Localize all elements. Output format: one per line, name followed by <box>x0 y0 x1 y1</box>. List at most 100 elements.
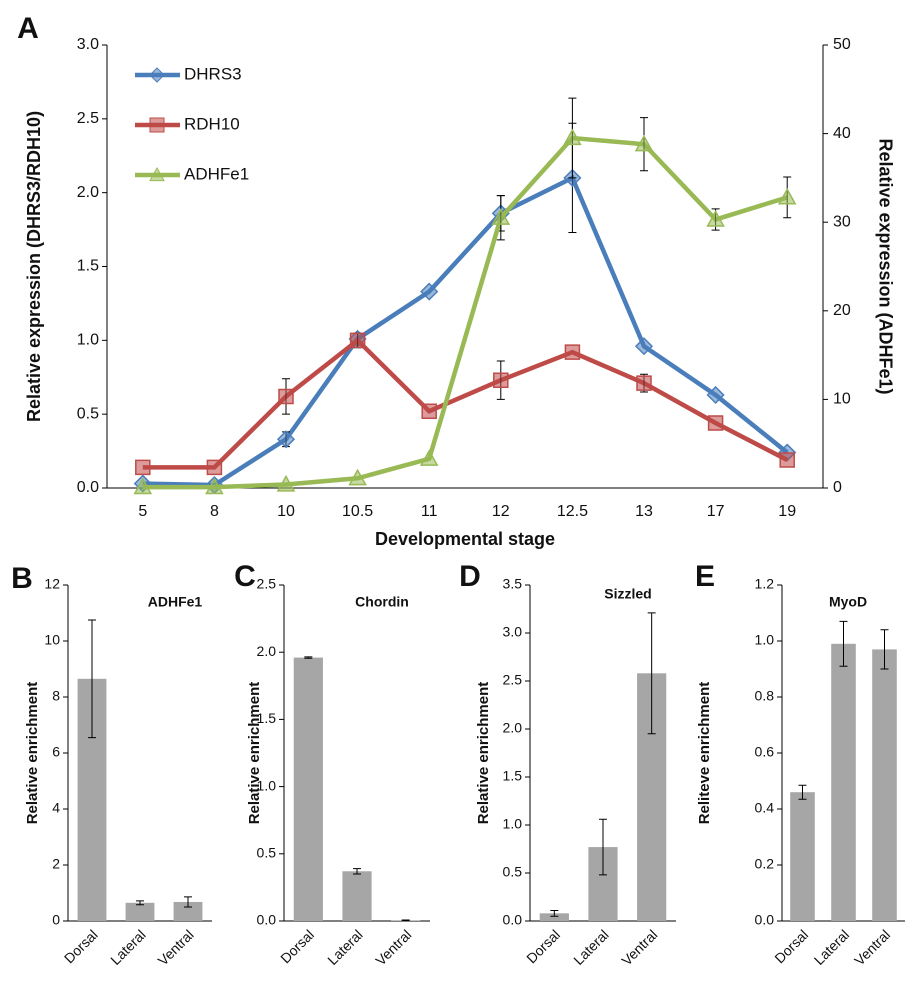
panel-letter: D <box>459 560 481 593</box>
y-axis-label: Reliteve enrichment <box>696 682 713 825</box>
error-bar <box>647 612 656 735</box>
marker <box>135 459 151 476</box>
x-tick-label: 13 <box>635 503 653 520</box>
y-tick-label: 2.5 <box>77 110 99 127</box>
error-bar <box>550 909 559 917</box>
marker <box>706 209 725 227</box>
y-axis-label: Relative expression (DHRS3/RDH10) <box>24 111 44 422</box>
x-tick-label: Dorsal <box>523 926 563 966</box>
legend-marker <box>149 166 165 182</box>
y-tick-label: 1.5 <box>77 258 99 275</box>
y-tick-label: 0.6 <box>755 744 775 760</box>
y-tick-label: 4 <box>52 800 60 816</box>
marker <box>205 477 224 495</box>
x-tick-label: Ventral <box>618 926 660 968</box>
x-tick-label: 10 <box>277 503 295 520</box>
chart-title: Chordin <box>355 594 409 610</box>
x-tick-label: 5 <box>138 503 147 520</box>
error-bar <box>304 656 313 659</box>
y-tick-label: 3.5 <box>503 576 523 592</box>
y-tick-label: 8 <box>52 688 60 704</box>
y2-tick-label: 0 <box>833 479 842 496</box>
panel-letter: C <box>234 560 256 593</box>
marker <box>779 452 795 468</box>
bar <box>293 657 323 921</box>
x-tick-label: 11 <box>421 503 438 520</box>
marker <box>564 344 581 360</box>
y-axis-label: Relative enrichment <box>24 682 41 825</box>
y-tick-label: 0.0 <box>77 479 99 496</box>
y-tick-label: 0.0 <box>755 912 775 928</box>
marker <box>276 474 296 492</box>
y-tick-label: 0.5 <box>503 864 523 880</box>
bar <box>831 643 856 921</box>
bar <box>790 792 815 921</box>
x-tick-label: Dorsal <box>277 926 317 966</box>
marker <box>707 415 724 431</box>
bar <box>872 649 897 921</box>
marker <box>777 187 797 205</box>
panel-letter: B <box>11 562 33 595</box>
error-bar <box>353 868 361 875</box>
marker <box>491 208 511 225</box>
x-tick-label: Ventral <box>372 926 414 968</box>
y-tick-label: 3.0 <box>503 624 523 640</box>
series-line <box>142 174 789 488</box>
marker <box>349 332 366 349</box>
marker <box>706 385 725 405</box>
y2-axis-label: Relative expression (ADHFe1) <box>875 138 895 394</box>
y-tick-label: 10 <box>44 632 60 648</box>
y-tick-label: 1.0 <box>257 777 277 793</box>
marker <box>133 477 153 495</box>
y-tick-label: 6 <box>52 744 60 760</box>
legend-marker <box>149 117 165 133</box>
panel-letter: A <box>17 12 39 45</box>
marker <box>348 468 367 486</box>
chart-title: MyoD <box>829 594 867 610</box>
y-tick-label: 2.0 <box>77 184 99 201</box>
y-tick-label: 1.0 <box>77 332 99 349</box>
y-tick-label: 0.5 <box>77 405 99 422</box>
series-line <box>142 337 789 470</box>
panel-letter: E <box>695 560 715 593</box>
x-tick-label: Lateral <box>324 926 366 968</box>
y-tick-label: 2.0 <box>503 720 523 736</box>
y2-tick-label: 10 <box>833 391 851 408</box>
y-tick-label: 12 <box>44 576 60 592</box>
legend-label: ADHFe1 <box>184 164 249 183</box>
marker <box>278 388 294 405</box>
legend-label: DHRS3 <box>184 64 242 83</box>
legend-marker <box>149 67 165 83</box>
error-bar <box>880 629 889 670</box>
marker <box>276 430 296 449</box>
y-tick-label: 1.0 <box>503 816 523 832</box>
legend-label: RDH10 <box>184 114 240 133</box>
marker <box>206 459 223 476</box>
x-tick-label: 8 <box>210 503 219 520</box>
error-bar <box>798 784 807 800</box>
x-tick-label: 19 <box>778 503 796 520</box>
error-bar <box>136 900 144 906</box>
y2-tick-label: 20 <box>833 302 851 319</box>
series-line <box>142 135 788 490</box>
marker <box>421 403 437 419</box>
error-bar <box>401 919 410 922</box>
y-tick-label: 1.5 <box>503 768 523 784</box>
y-tick-label: 2.5 <box>257 576 277 592</box>
y-tick-label: 1.2 <box>755 576 775 592</box>
x-tick-label: Lateral <box>107 926 149 968</box>
x-tick-label: Ventral <box>155 926 197 968</box>
x-tick-label: 17 <box>707 503 725 520</box>
y-tick-label: 0.2 <box>755 856 775 872</box>
x-tick-label: 12 <box>492 503 510 520</box>
x-tick-label: 12.5 <box>557 503 588 520</box>
error-bar <box>599 818 607 876</box>
marker <box>419 449 439 466</box>
y-tick-label: 0.0 <box>257 912 277 928</box>
y-tick-label: 0 <box>52 912 60 928</box>
x-tick-label: Dorsal <box>61 926 101 966</box>
x-tick-label: Dorsal <box>771 926 811 966</box>
error-bar <box>184 896 192 908</box>
